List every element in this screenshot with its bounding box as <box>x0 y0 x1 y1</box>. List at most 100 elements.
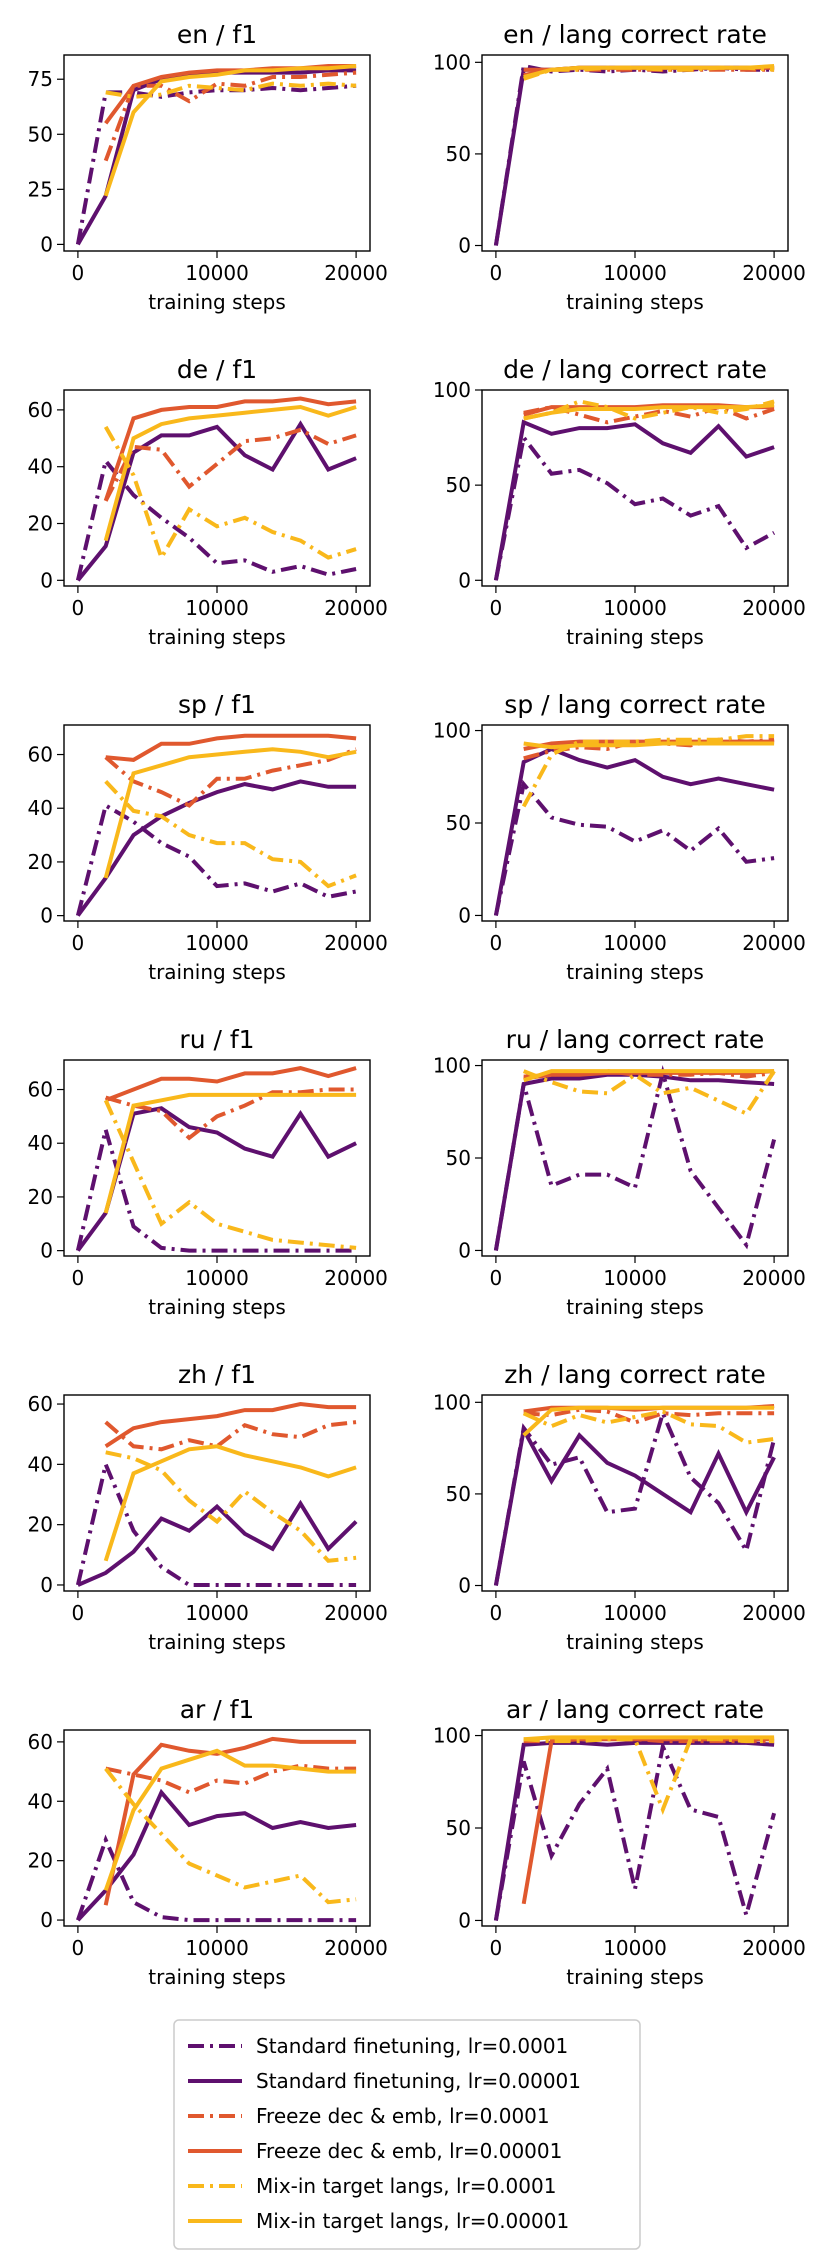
y-tick-label: 0 <box>458 1238 471 1262</box>
legend-label: Mix-in target langs, lr=0.00001 <box>256 2209 569 2233</box>
series-line-6 <box>103 64 357 197</box>
series-line-6 <box>103 1092 357 1214</box>
series-line-6 <box>103 1444 357 1562</box>
series-line-4 <box>103 1736 357 1906</box>
series-line-6 <box>523 1735 775 1742</box>
x-tick-label: 10000 <box>603 1266 667 1290</box>
y-tick-label: 0 <box>40 904 53 928</box>
series-line-3 <box>103 427 357 502</box>
y-tick-label: 0 <box>458 234 471 258</box>
series-line-1 <box>75 456 357 581</box>
y-tick-label: 50 <box>446 811 471 835</box>
series-line-1 <box>75 1457 357 1587</box>
y-tick-label: 25 <box>28 177 53 201</box>
series-line-1 <box>493 779 775 916</box>
subplot-ar-lang-correct-rate: ar / lang correct rate 0 10000 20000 trainin… <box>433 1695 806 1989</box>
y-tick-label: 75 <box>28 67 53 91</box>
y-tick-label: 20 <box>28 850 53 874</box>
subplot-ru-lang-correct-rate: ru / lang correct rate 0 10000 20000 trainin… <box>433 1025 806 1319</box>
series-line-4 <box>104 1401 357 1448</box>
legend-frame <box>173 2019 641 2250</box>
series-line-5 <box>104 1767 357 1905</box>
series-line-1 <box>493 1065 777 1251</box>
series-line-1 <box>493 63 775 246</box>
series-line-3 <box>523 1407 775 1425</box>
y-tick-label: 60 <box>28 1730 53 1754</box>
x-tick-label: 0 <box>72 261 85 285</box>
x-tick-label: 0 <box>490 1601 503 1625</box>
y-tick-label: 20 <box>28 1185 53 1209</box>
y-tick-label: 0 <box>458 568 471 592</box>
series-line-1 <box>75 1121 357 1253</box>
y-tick-label: 40 <box>28 1452 53 1476</box>
series-line-3 <box>104 1420 357 1452</box>
x-tick-label: 20000 <box>324 1601 388 1625</box>
series-line-1 <box>493 1739 777 1923</box>
y-tick-label: 50 <box>446 142 471 166</box>
legend: Standard finetuning, lr=0.0001 Standard f… <box>173 2019 641 2250</box>
series-line-3 <box>104 747 357 808</box>
subplot-sp-f1: sp / f1 0 10000 20000 training steps 0 20 40 60 <box>28 690 388 984</box>
series-line-5 <box>104 780 357 889</box>
y-tick-label: 60 <box>28 398 53 422</box>
subplot-title: de / lang correct rate <box>503 355 767 384</box>
x-tick-label: 20000 <box>742 931 806 955</box>
x-tick-label: 0 <box>490 931 503 955</box>
series-line-3 <box>103 70 357 162</box>
x-tick-label: 10000 <box>185 1601 249 1625</box>
x-tick-label: 10000 <box>185 931 249 955</box>
x-tick-label: 10000 <box>185 596 249 620</box>
x-tick-label: 20000 <box>324 596 388 620</box>
series-line-5 <box>103 425 357 563</box>
subplot-title: zh / f1 <box>178 1360 256 1389</box>
x-axis-label: training steps <box>566 1295 704 1319</box>
y-tick-label: 100 <box>433 1390 471 1414</box>
y-tick-label: 50 <box>446 473 471 497</box>
x-tick-label: 0 <box>490 261 503 285</box>
x-tick-label: 20000 <box>742 1936 806 1960</box>
y-tick-label: 0 <box>458 903 471 927</box>
x-axis-label: training steps <box>148 960 286 984</box>
series-line-3 <box>105 1763 357 1795</box>
subplot-zh-f1: zh / f1 0 10000 20000 training steps 0 20 40 60 <box>28 1360 388 1654</box>
subplot-title: ru / lang correct rate <box>506 1025 765 1054</box>
subplot-sp-lang-correct-rate: sp / lang correct rate 0 10000 20000 trainin… <box>433 690 806 984</box>
series-line-4 <box>105 733 357 762</box>
x-tick-label: 20000 <box>324 1266 388 1290</box>
x-tick-label: 10000 <box>603 1601 667 1625</box>
y-tick-label: 40 <box>28 1789 53 1813</box>
x-axis-label: training steps <box>566 625 704 649</box>
x-tick-label: 0 <box>72 931 85 955</box>
subplot-title: sp / f1 <box>178 690 256 719</box>
series-line-1 <box>75 83 357 245</box>
x-tick-label: 0 <box>72 1936 85 1960</box>
plot-frame <box>481 1059 789 1257</box>
plot-frame <box>481 54 789 252</box>
series-line-5 <box>523 1737 775 1815</box>
y-tick-label: 50 <box>446 1482 471 1506</box>
y-tick-label: 40 <box>28 455 53 479</box>
subplot-title: ar / lang correct rate <box>506 1695 764 1724</box>
y-tick-label: 20 <box>28 512 53 536</box>
x-tick-label: 0 <box>490 1266 503 1290</box>
series-line-6 <box>523 64 775 79</box>
plot-frame <box>63 54 371 252</box>
series-line-1 <box>493 1407 777 1586</box>
y-tick-label: 0 <box>40 1908 53 1932</box>
legend-label: Mix-in target langs, lr=0.0001 <box>256 2174 556 2198</box>
x-axis-label: training steps <box>148 1630 286 1654</box>
y-tick-label: 60 <box>28 1078 53 1102</box>
x-tick-label: 10000 <box>185 1936 249 1960</box>
plot-frame <box>481 1394 789 1592</box>
series-line-2 <box>493 1072 775 1251</box>
series-line-3 <box>105 1087 357 1141</box>
x-tick-label: 10000 <box>603 596 667 620</box>
x-tick-label: 20000 <box>742 261 806 285</box>
legend-label: Freeze dec & emb, lr=0.0001 <box>256 2104 550 2128</box>
x-axis-label: training steps <box>148 625 286 649</box>
subplot-de-lang-correct-rate: de / lang correct rate 0 10000 20000 trainin… <box>433 355 806 649</box>
series-line-2 <box>493 419 775 581</box>
x-tick-label: 0 <box>72 596 85 620</box>
x-tick-label: 10000 <box>185 1266 249 1290</box>
